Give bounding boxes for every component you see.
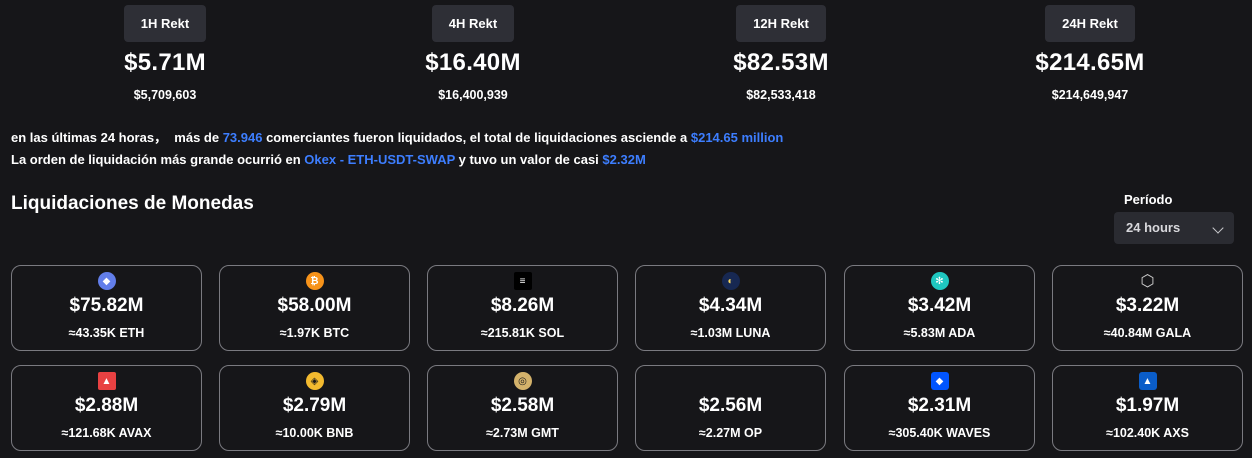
coin-usd-value: $2.56M: [698, 395, 763, 416]
coin-card-btc[interactable]: ₿ $58.00M ≈1.97K BTC: [219, 265, 410, 351]
summary-line2-mid: y tuvo un valor de casi: [455, 152, 603, 167]
summary-line1-mid: comerciantes fueron liquidados, el total…: [262, 130, 691, 145]
rekt-4h-exact: $16,400,939: [438, 88, 508, 102]
rekt-4h-tab[interactable]: 4H Rekt: [431, 5, 515, 42]
avalanche-icon: ▲: [97, 372, 116, 390]
bnb-icon: ◈: [305, 372, 324, 390]
rekt-1h-tab[interactable]: 1H Rekt: [123, 5, 207, 42]
coin-usd-value: $3.42M: [907, 295, 972, 316]
coin-usd-value: $58.00M: [277, 295, 352, 316]
coin-amount: ≈215.81K SOL: [480, 326, 565, 340]
rekt-1h: 1H Rekt $5.71M $5,709,603: [65, 5, 265, 102]
coin-usd-value: $8.26M: [490, 295, 555, 316]
coin-amount: ≈305.40K WAVES: [888, 426, 991, 440]
rekt-1h-exact: $5,709,603: [133, 88, 197, 102]
coin-usd-value: $75.82M: [69, 295, 144, 316]
rekt-12h-total: $82.53M: [733, 49, 829, 76]
coin-usd-value: $3.22M: [1115, 295, 1180, 316]
coin-card-sol[interactable]: ≡ $8.26M ≈215.81K SOL: [427, 265, 618, 351]
summary-line-2: La orden de liquidación más grande ocurr…: [11, 149, 783, 171]
rekt-12h-exact: $82,533,418: [746, 88, 816, 102]
terra-luna-icon: ◐: [721, 272, 740, 290]
coin-usd-value: $2.88M: [74, 395, 139, 416]
coin-amount: ≈2.73M GMT: [486, 426, 559, 440]
section-title: Liquidaciones de Monedas: [11, 193, 254, 214]
coin-card-avax[interactable]: ▲ $2.88M ≈121.68K AVAX: [11, 365, 202, 451]
traders-count: 73.946: [222, 130, 263, 145]
coin-card-waves[interactable]: ◆ $2.31M ≈305.40K WAVES: [844, 365, 1035, 451]
coin-card-eth[interactable]: ◆ $75.82M ≈43.35K ETH: [11, 265, 202, 351]
coin-usd-value: $2.79M: [282, 395, 347, 416]
coin-amount: ≈43.35K ETH: [68, 326, 145, 340]
summary-line2-prefix: La orden de liquidación más grande ocurr…: [11, 152, 305, 167]
coin-usd-value: $1.97M: [1115, 395, 1180, 416]
coin-amount: ≈121.68K AVAX: [61, 426, 152, 440]
largest-order-pair[interactable]: Okex - ETH-USDT-SWAP: [304, 152, 456, 167]
coin-amount: ≈10.00K BNB: [275, 426, 354, 440]
rekt-24h: 24H Rekt $214.65M $214,649,947: [990, 5, 1190, 102]
coin-card-op[interactable]: $2.56M ≈2.27M OP: [635, 365, 826, 451]
coin-card-gala[interactable]: ⬡ $3.22M ≈40.84M GALA: [1052, 265, 1243, 351]
bitcoin-icon: ₿: [305, 272, 324, 290]
coin-usd-value: $2.31M: [907, 395, 972, 416]
cardano-icon: ✻: [930, 272, 949, 290]
rekt-1h-total: $5.71M: [124, 49, 206, 76]
rekt-4h: 4H Rekt $16.40M $16,400,939: [373, 5, 573, 102]
gala-icon: ⬡: [1138, 272, 1157, 290]
rekt-24h-exact: $214,649,947: [1051, 88, 1129, 102]
solana-icon: ≡: [513, 272, 532, 290]
coin-amount: ≈1.03M LUNA: [690, 326, 771, 340]
rekt-12h: 12H Rekt $82.53M $82,533,418: [681, 5, 881, 102]
largest-order-value: $2.32M: [602, 152, 646, 167]
ethereum-icon: ◆: [97, 272, 116, 290]
period-label: Período: [1124, 192, 1173, 207]
rekt-24h-total: $214.65M: [1035, 49, 1145, 76]
coin-card-bnb[interactable]: ◈ $2.79M ≈10.00K BNB: [219, 365, 410, 451]
summary-line-1: en las últimas 24 horas， más de 73.946 c…: [11, 127, 783, 149]
rekt-12h-tab[interactable]: 12H Rekt: [736, 5, 826, 42]
coin-amount: ≈1.97K BTC: [279, 326, 350, 340]
coin-card-gmt[interactable]: ◎ $2.58M ≈2.73M GMT: [427, 365, 618, 451]
coin-amount: ≈40.84M GALA: [1103, 326, 1192, 340]
coin-amount: ≈102.40K AXS: [1106, 426, 1189, 440]
total-liquidations: $214.65 million: [690, 130, 784, 145]
coin-amount: ≈5.83M ADA: [903, 326, 976, 340]
coin-usd-value: $4.34M: [698, 295, 763, 316]
coin-usd-value: $2.58M: [490, 395, 555, 416]
coin-card-axs[interactable]: ▲ $1.97M ≈102.40K AXS: [1052, 365, 1243, 451]
axie-infinity-icon: ▲: [1138, 372, 1157, 390]
period-value: 24 hours: [1126, 220, 1181, 235]
rekt-24h-tab[interactable]: 24H Rekt: [1045, 5, 1135, 42]
rekt-4h-total: $16.40M: [425, 49, 521, 76]
coin-card-luna[interactable]: ◐ $4.34M ≈1.03M LUNA: [635, 265, 826, 351]
stepn-gmt-icon: ◎: [513, 372, 532, 390]
liquidation-summary: en las últimas 24 horas， más de 73.946 c…: [11, 127, 783, 171]
coin-card-ada[interactable]: ✻ $3.42M ≈5.83M ADA: [844, 265, 1035, 351]
waves-icon: ◆: [930, 372, 949, 390]
summary-line1-prefix: en las últimas 24 horas， más de: [11, 130, 223, 145]
period-select[interactable]: 24 hours: [1114, 212, 1234, 244]
chevron-down-icon: [1212, 222, 1224, 234]
coin-amount: ≈2.27M OP: [698, 426, 763, 440]
